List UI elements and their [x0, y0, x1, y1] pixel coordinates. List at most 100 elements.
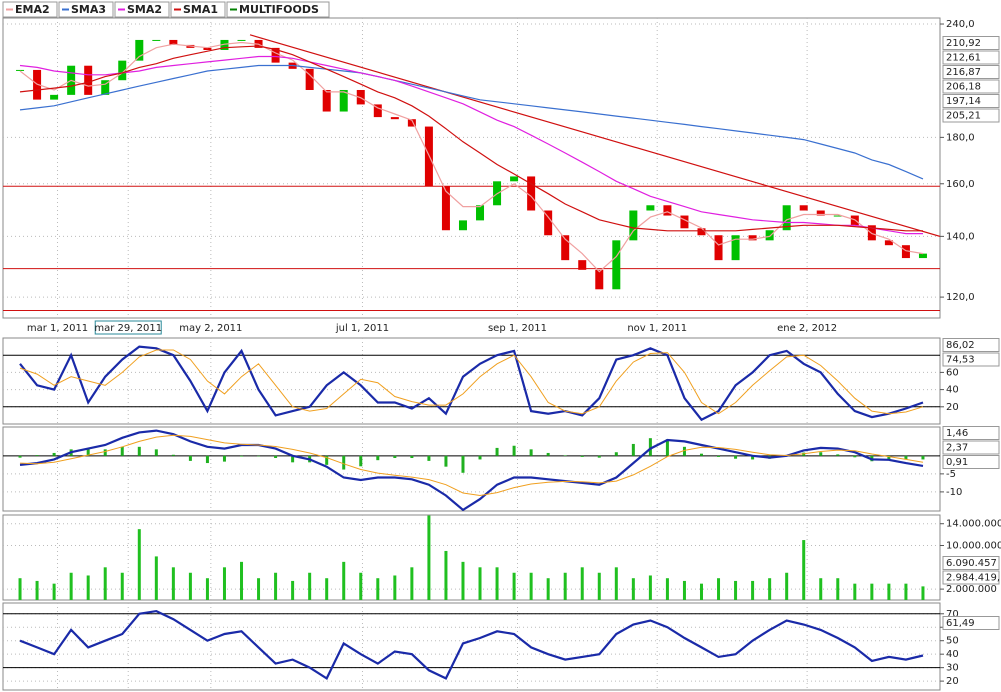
bar: [137, 446, 141, 456]
candle: [84, 65, 93, 95]
y-tick-label: 40: [946, 385, 959, 396]
candle: [339, 89, 348, 112]
legend-label: SMA3: [71, 3, 106, 16]
value-tag: [942, 455, 1000, 469]
y-tick-label: 40: [946, 649, 959, 660]
bar: [682, 446, 686, 456]
plot-area: [3, 427, 940, 511]
bar: [137, 529, 141, 600]
value-tag: [942, 556, 1000, 570]
candle: [765, 230, 774, 241]
candle: [612, 240, 621, 290]
series-line: [19, 41, 924, 273]
bar: [86, 575, 90, 600]
y-tick-label: 180,0: [946, 132, 975, 143]
bar: [325, 578, 329, 600]
candle: [305, 68, 314, 90]
value-tag: [942, 50, 1000, 65]
bar: [240, 455, 244, 457]
value-tag-label: 74,53: [946, 355, 975, 366]
bar: [853, 583, 857, 600]
candle: [135, 39, 144, 61]
bar: [921, 455, 925, 460]
value-tag-label: 86,02: [946, 340, 975, 351]
legend-label: EMA2: [15, 3, 50, 16]
candle: [476, 205, 485, 221]
x-tick-highlight: [94, 320, 162, 335]
series-line: [19, 345, 924, 422]
bar: [359, 455, 363, 467]
y-tick-label: 20: [946, 402, 959, 413]
bar: [427, 515, 431, 600]
candle: [578, 260, 587, 270]
bar: [325, 455, 329, 465]
bar: [819, 578, 823, 600]
bar: [103, 567, 107, 600]
value-tag-label: 2,37: [946, 443, 968, 454]
bar: [52, 452, 56, 456]
legend-item: [58, 1, 114, 18]
candle: [697, 228, 706, 236]
value-tag: [942, 94, 1000, 108]
plot-area: [3, 18, 940, 318]
bar: [154, 449, 158, 456]
legend-item: [170, 1, 226, 18]
bar: [410, 455, 414, 459]
y-tick-label: 50: [946, 636, 959, 647]
bar: [393, 455, 397, 459]
legend-item: [2, 1, 58, 18]
bar: [648, 575, 652, 600]
bar: [836, 454, 840, 456]
y-tick-label: 20: [946, 676, 959, 687]
candle: [322, 89, 331, 112]
bar: [887, 583, 891, 600]
x-tick-label: may 2, 2011: [179, 323, 242, 334]
y-tick-label: 70: [946, 609, 959, 620]
bar: [580, 455, 584, 457]
bar: [529, 572, 533, 600]
x-tick-label: nov 1, 2011: [627, 323, 687, 334]
bar: [274, 572, 278, 600]
value-tag-label: 1,46: [946, 428, 968, 439]
bar: [512, 572, 516, 600]
bar: [205, 578, 209, 600]
bar: [921, 586, 925, 600]
bar: [580, 567, 584, 600]
bar: [69, 572, 73, 600]
bar: [257, 455, 261, 457]
bar: [631, 578, 635, 600]
value-tag: [942, 570, 1000, 585]
bar: [291, 580, 295, 600]
series-line: [19, 429, 924, 511]
bar: [870, 583, 874, 600]
bar: [785, 572, 789, 600]
panel-frame: [2, 426, 941, 512]
value-tag-label: 206,18: [946, 82, 981, 93]
bar: [631, 443, 635, 456]
y-tick-label: -10: [946, 487, 962, 498]
y-tick-label: 2.000.000: [946, 584, 997, 595]
bar: [495, 567, 499, 600]
candle: [50, 94, 59, 100]
candle: [237, 39, 246, 41]
bar: [18, 578, 22, 600]
x-tick-label: ene 2, 2012: [777, 323, 837, 334]
bar: [120, 572, 124, 600]
bar: [478, 567, 482, 600]
candle: [595, 269, 604, 290]
bar: [359, 572, 363, 600]
panel-frame: [2, 337, 941, 425]
panel-frame: [2, 17, 941, 319]
panel-frame: [2, 602, 941, 691]
bar: [427, 455, 431, 461]
bar: [904, 455, 908, 460]
value-tag-label: 210,92: [946, 38, 981, 49]
series-line: [19, 609, 924, 680]
bar: [853, 455, 857, 458]
candle: [833, 215, 842, 217]
bar: [18, 455, 22, 458]
candle: [527, 176, 536, 211]
value-tag: [942, 616, 1000, 630]
